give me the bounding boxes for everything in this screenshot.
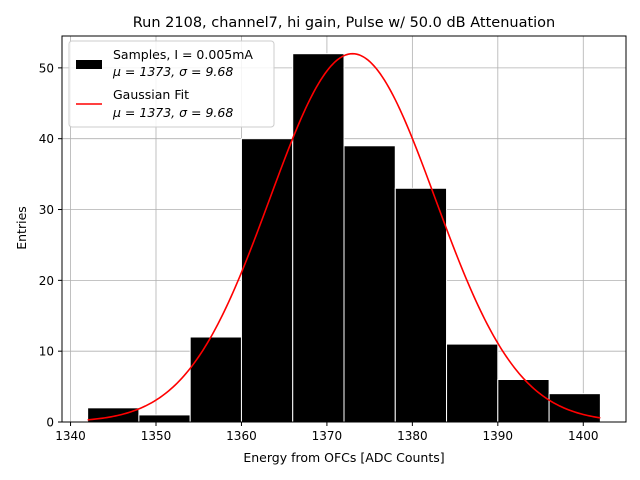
histogram-bar (240, 138, 294, 423)
x-tick-label: 1380 (397, 429, 428, 443)
histogram-bar (548, 393, 601, 423)
histogram-bar (343, 145, 396, 423)
x-tick-label: 1350 (141, 429, 172, 443)
legend-fit-label: Gaussian Fit (113, 87, 189, 102)
histogram-bar (497, 379, 550, 423)
y-axis-ticks: 0 10 20 30 40 50 (39, 61, 62, 430)
legend-samples-stats: μ = 1373, σ = 9.68 (112, 64, 233, 79)
x-tick-label: 1340 (55, 429, 86, 443)
histogram-bars (87, 53, 601, 423)
histogram-bar (189, 336, 242, 423)
y-axis-label: Entries (14, 206, 29, 250)
x-axis-label: Energy from OFCs [ADC Counts] (243, 450, 444, 465)
x-tick-label: 1360 (226, 429, 257, 443)
y-tick-label: 50 (39, 61, 54, 75)
chart-title: Run 2108, channel7, hi gain, Pulse w/ 50… (133, 15, 556, 31)
legend-box (68, 40, 275, 128)
legend: Samples, I = 0.005mA μ = 1373, σ = 9.68 … (68, 40, 275, 128)
gaussian-fit-curve (87, 52, 601, 421)
y-tick-label: 40 (39, 132, 54, 146)
y-tick-label: 20 (39, 274, 54, 288)
plot-frame (61, 35, 627, 423)
legend-samples-label: Samples, I = 0.005mA (113, 47, 253, 62)
y-tick-label: 10 (39, 345, 54, 359)
legend-samples-swatch (76, 60, 102, 69)
histogram-bar (138, 414, 191, 423)
x-tick-label: 1400 (568, 429, 599, 443)
y-tick-label: 30 (39, 203, 54, 217)
x-axis-ticks: 1340 1350 1360 1370 1380 1390 1400 (55, 422, 599, 443)
legend-fit-stats: μ = 1373, σ = 9.68 (112, 105, 233, 120)
y-tick-label: 0 (46, 416, 54, 430)
x-tick-label: 1390 (483, 429, 514, 443)
histogram-bar (446, 343, 499, 423)
histogram-bar (394, 187, 448, 423)
x-tick-label: 1370 (312, 429, 343, 443)
histogram-bar (292, 53, 345, 423)
